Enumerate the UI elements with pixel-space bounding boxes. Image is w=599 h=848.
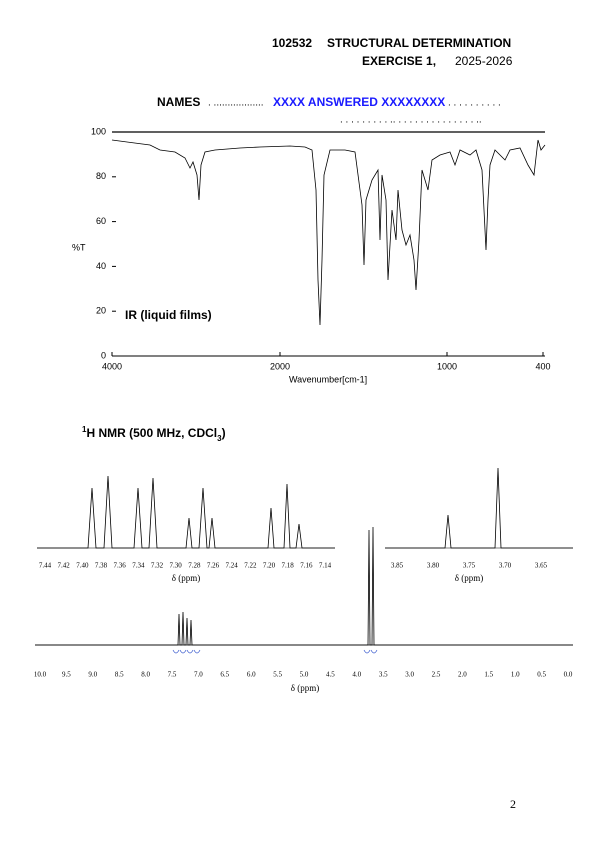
nmr-title-main: H NMR (500 MHz, CDCl bbox=[86, 426, 217, 440]
dots: . . . . . . . . . .. . . . . . . . . . .… bbox=[340, 115, 482, 126]
x-tick-label: 7.38 bbox=[95, 562, 108, 570]
axis-label: δ (ppm) bbox=[455, 573, 484, 583]
axis-label: δ (ppm) bbox=[172, 573, 201, 583]
x-tick-label: 4.0 bbox=[352, 671, 361, 679]
x-tick-label: 7.28 bbox=[188, 562, 201, 570]
x-tick-label: 3.0 bbox=[405, 671, 414, 679]
x-tick-label: 7.5 bbox=[168, 671, 177, 679]
x-tick-label: 5.0 bbox=[300, 671, 309, 679]
x-tick-label: 3.80 bbox=[427, 562, 440, 570]
x-tick-label: 2.0 bbox=[458, 671, 467, 679]
names-label: NAMES bbox=[157, 95, 200, 109]
nmr-inset-aliphatic bbox=[385, 467, 573, 549]
y-tick-label: 80 bbox=[96, 171, 106, 181]
x-tick-label: 10.0 bbox=[34, 671, 47, 679]
nmr-title-end: ) bbox=[222, 426, 226, 440]
x-tick-label: 7.18 bbox=[282, 562, 295, 570]
ir-spectrum bbox=[111, 139, 546, 326]
course-title: STRUCTURAL DETERMINATION bbox=[327, 36, 511, 50]
x-tick-label: 0.0 bbox=[564, 671, 573, 679]
y-tick-label: 100 bbox=[91, 126, 106, 136]
ir-x-label: Wavenumber[cm-1] bbox=[289, 374, 367, 384]
x-tick-label: 5.5 bbox=[273, 671, 282, 679]
x-tick-label: 7.14 bbox=[319, 562, 332, 570]
x-tick-label: 7.32 bbox=[151, 562, 164, 570]
x-tick-label: 1.0 bbox=[511, 671, 520, 679]
x-tick-label: 2.5 bbox=[432, 671, 441, 679]
course-code: 102532 bbox=[272, 36, 312, 50]
nmr-title-sub: 3 bbox=[217, 434, 222, 443]
exercise: EXERCISE 1, bbox=[362, 54, 436, 68]
page-number: 2 bbox=[510, 797, 516, 811]
x-tick-label: 400 bbox=[535, 361, 550, 371]
x-tick-label: 4000 bbox=[102, 361, 122, 371]
nmr-spectrum bbox=[35, 526, 573, 646]
year: 2025-2026 bbox=[455, 54, 513, 68]
x-tick-label: 7.26 bbox=[207, 562, 220, 570]
x-tick-label: 9.5 bbox=[62, 671, 71, 679]
dots: . . . . . . . . . . bbox=[448, 98, 501, 109]
nmr-title: 1H NMR (500 MHz, CDCl3) bbox=[82, 425, 226, 443]
x-tick-label: 7.24 bbox=[226, 562, 239, 570]
x-tick-label: 3.75 bbox=[463, 562, 476, 570]
names-answer: XXXX ANSWERED XXXXXXXX bbox=[273, 95, 445, 109]
y-tick-label: 0 bbox=[101, 350, 106, 360]
integration-marks bbox=[172, 649, 378, 654]
nmr-inset-aromatic bbox=[37, 475, 335, 549]
x-tick-label: 3.65 bbox=[535, 562, 548, 570]
x-tick-label: 0.5 bbox=[537, 671, 546, 679]
dots: . .................. bbox=[208, 98, 264, 109]
x-tick-label: 7.0 bbox=[194, 671, 203, 679]
x-tick-label: 7.36 bbox=[114, 562, 127, 570]
y-tick-label: 60 bbox=[96, 216, 106, 226]
y-tick-label: 20 bbox=[96, 306, 106, 316]
x-tick-label: 4.5 bbox=[326, 671, 335, 679]
x-tick-label: 7.34 bbox=[132, 562, 145, 570]
x-tick-label: 2000 bbox=[270, 361, 290, 371]
x-tick-label: 7.40 bbox=[76, 562, 89, 570]
x-tick-label: 7.30 bbox=[170, 562, 183, 570]
ir-sample-label: IR (liquid films) bbox=[125, 308, 212, 322]
x-tick-label: 3.85 bbox=[391, 562, 404, 570]
y-tick-label: 40 bbox=[96, 261, 106, 271]
nmr-title-sup: 1 bbox=[82, 425, 87, 434]
x-tick-label: 7.42 bbox=[58, 562, 71, 570]
x-tick-label: 7.20 bbox=[263, 562, 276, 570]
x-tick-label: 3.70 bbox=[499, 562, 512, 570]
x-tick-label: 7.22 bbox=[244, 562, 257, 570]
x-tick-label: 1.5 bbox=[484, 671, 493, 679]
x-tick-label: 7.16 bbox=[300, 562, 313, 570]
x-tick-label: 3.5 bbox=[379, 671, 388, 679]
ir-y-label: %T bbox=[72, 242, 86, 252]
axis-label: δ (ppm) bbox=[291, 683, 320, 693]
x-tick-label: 6.0 bbox=[247, 671, 256, 679]
x-tick-label: 7.44 bbox=[39, 562, 52, 570]
x-tick-label: 9.0 bbox=[88, 671, 97, 679]
x-tick-label: 6.5 bbox=[220, 671, 229, 679]
x-tick-label: 8.5 bbox=[115, 671, 124, 679]
x-tick-label: 1000 bbox=[437, 361, 457, 371]
x-tick-label: 8.0 bbox=[141, 671, 150, 679]
